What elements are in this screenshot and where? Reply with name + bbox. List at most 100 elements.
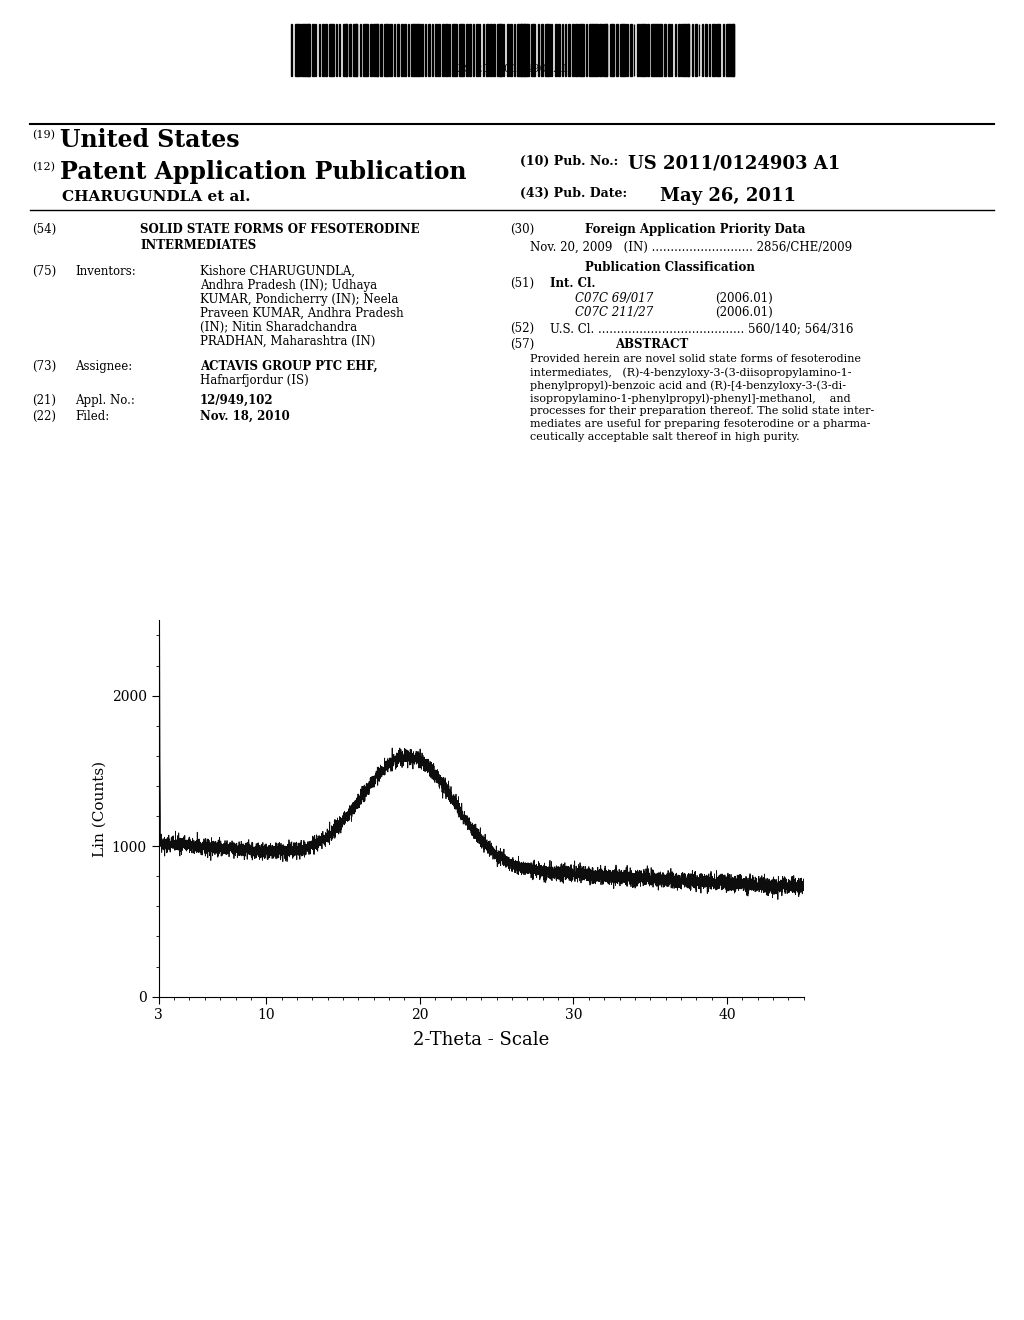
Bar [469, 24, 471, 77]
Bar [616, 24, 618, 77]
Bar [305, 24, 309, 77]
Bar [630, 24, 632, 77]
Bar [370, 24, 372, 77]
Text: (2006.01): (2006.01) [715, 292, 773, 305]
Bar [445, 24, 449, 77]
Text: (22): (22) [32, 411, 56, 422]
Bar [624, 24, 627, 77]
Bar [575, 24, 579, 77]
Bar [603, 24, 607, 77]
Bar [418, 24, 420, 77]
Text: Publication Classification: Publication Classification [585, 261, 755, 275]
Bar [510, 24, 512, 77]
Bar [520, 24, 525, 77]
Text: (2006.01): (2006.01) [715, 306, 773, 319]
Text: Assignee:: Assignee: [75, 360, 132, 374]
Bar [507, 24, 509, 77]
Text: United States: United States [60, 128, 240, 152]
Bar [353, 24, 357, 77]
Text: isopropylamino-1-phenylpropyl)-phenyl]-methanol,    and: isopropylamino-1-phenylpropyl)-phenyl]-m… [530, 393, 851, 404]
Bar [675, 24, 677, 77]
Text: Filed:: Filed: [75, 411, 110, 422]
Bar [298, 24, 300, 77]
Bar [415, 24, 418, 77]
Text: KUMAR, Pondicherry (IN); Neela: KUMAR, Pondicherry (IN); Neela [200, 293, 398, 306]
Bar [453, 24, 457, 77]
Bar [359, 24, 361, 77]
Bar [723, 24, 724, 77]
Bar [541, 24, 543, 77]
Bar [466, 24, 468, 77]
Text: U.S. Cl. ....................................... 560/140; 564/316: U.S. Cl. ...............................… [550, 322, 853, 335]
Text: (21): (21) [32, 393, 56, 407]
Text: (73): (73) [32, 360, 56, 374]
Bar [530, 24, 534, 77]
Text: SOLID STATE FORMS OF FESOTERODINE: SOLID STATE FORMS OF FESOTERODINE [140, 223, 420, 236]
Bar [387, 24, 389, 77]
Bar [593, 24, 596, 77]
Text: US 20110124903A1: US 20110124903A1 [455, 63, 569, 74]
Bar [650, 24, 653, 77]
Bar [404, 24, 406, 77]
Y-axis label: Lin (Counts): Lin (Counts) [92, 760, 106, 857]
Bar [524, 24, 527, 77]
Bar [596, 24, 598, 77]
Text: 12/949,102: 12/949,102 [200, 393, 273, 407]
Text: PRADHAN, Maharashtra (IN): PRADHAN, Maharashtra (IN) [200, 335, 376, 348]
Text: Foreign Application Priority Data: Foreign Application Priority Data [585, 223, 805, 236]
Bar [647, 24, 649, 77]
Text: Nov. 20, 2009   (IN) ........................... 2856/CHE/2009: Nov. 20, 2009 (IN) .....................… [530, 242, 852, 253]
Bar [517, 24, 521, 77]
Bar [459, 24, 462, 77]
Text: Kishore CHARUGUNDLA,: Kishore CHARUGUNDLA, [200, 265, 355, 279]
Text: Int. Cl.: Int. Cl. [550, 277, 596, 290]
Bar [489, 24, 492, 77]
Bar [609, 24, 612, 77]
Text: Patent Application Publication: Patent Application Publication [60, 160, 467, 183]
Bar [640, 24, 643, 77]
Bar [729, 24, 734, 77]
Bar [441, 24, 443, 77]
Bar [463, 24, 464, 77]
Bar [435, 24, 437, 77]
Bar [586, 24, 588, 77]
Bar [716, 24, 719, 77]
X-axis label: 2-Theta - Scale: 2-Theta - Scale [413, 1031, 550, 1048]
Text: Praveen KUMAR, Andhra Pradesh: Praveen KUMAR, Andhra Pradesh [200, 308, 403, 319]
Bar [644, 24, 645, 77]
Bar [589, 24, 592, 77]
Text: (30): (30) [510, 223, 535, 236]
Bar [668, 24, 670, 77]
Text: phenylpropyl)-benzoic acid and (R)-[4-benzyloxy-3-(3-di-: phenylpropyl)-benzoic acid and (R)-[4-be… [530, 380, 846, 391]
Bar [438, 24, 440, 77]
Bar [449, 24, 451, 77]
Bar [685, 24, 689, 77]
Text: (54): (54) [32, 223, 56, 236]
Text: C07C 211/27: C07C 211/27 [575, 306, 653, 319]
Bar [311, 24, 313, 77]
Bar [397, 24, 399, 77]
Bar [333, 24, 334, 77]
Bar [555, 24, 557, 77]
Bar [665, 24, 667, 77]
Bar [343, 24, 347, 77]
Bar [561, 24, 563, 77]
Text: (19): (19) [32, 129, 55, 140]
Bar [400, 24, 402, 77]
Bar [431, 24, 433, 77]
Bar [497, 24, 501, 77]
Bar [408, 24, 410, 77]
Bar [301, 24, 305, 77]
Text: C07C 69/017: C07C 69/017 [575, 292, 653, 305]
Bar [681, 24, 685, 77]
Bar [571, 24, 573, 77]
Bar [411, 24, 414, 77]
Bar [558, 24, 560, 77]
Bar [713, 24, 716, 77]
Bar [548, 24, 550, 77]
Text: (IN); Nitin Sharadchandra: (IN); Nitin Sharadchandra [200, 321, 357, 334]
Bar [706, 24, 708, 77]
Text: Andhra Pradesh (IN); Udhaya: Andhra Pradesh (IN); Udhaya [200, 279, 377, 292]
Text: (52): (52) [510, 322, 535, 335]
Bar [473, 24, 474, 77]
